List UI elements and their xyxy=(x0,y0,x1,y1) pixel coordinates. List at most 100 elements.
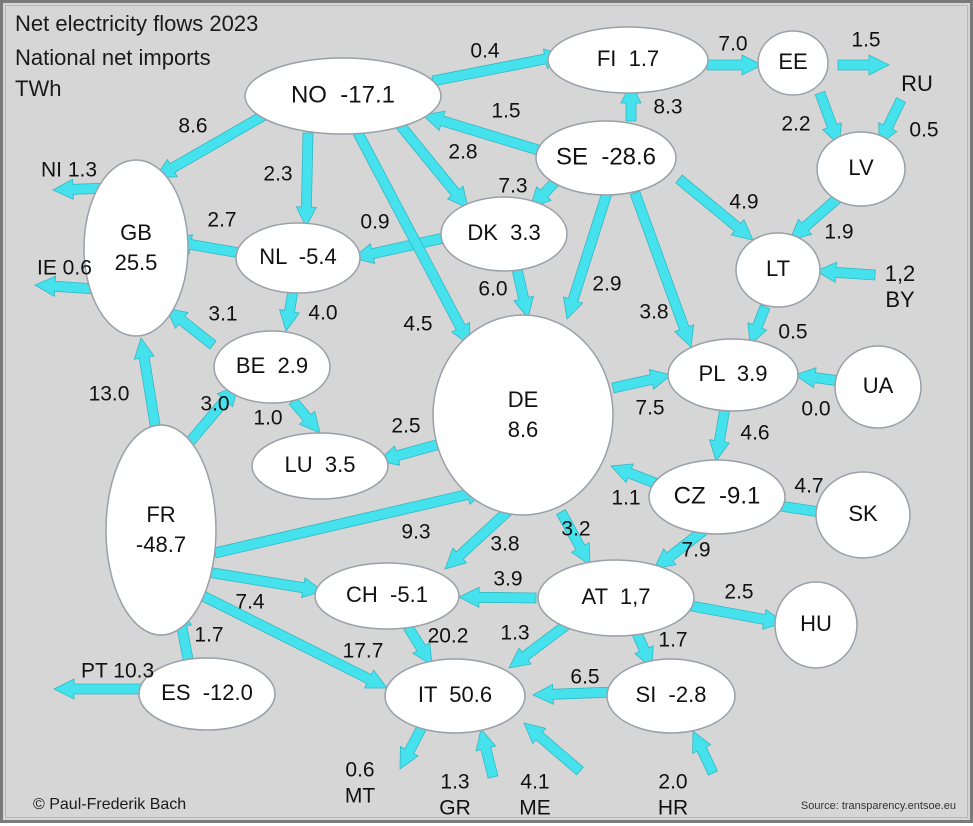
country-label-hu: HU xyxy=(800,611,832,636)
flow-value-lt-pl: 0.5 xyxy=(778,321,807,344)
country-label-lt: LT xyxy=(766,256,790,281)
external-label-ni: NI 1.3 xyxy=(41,159,97,182)
country-name-gb: GB xyxy=(120,220,152,245)
flow-arrow-pl-cz xyxy=(708,406,731,462)
country-node-se: SE -28.6 xyxy=(535,120,677,196)
flow-diagram: NO -17.1 FI 1.7 EE SE -28.6 LV GB 25.5 NL -5.4 D… xyxy=(34,26,939,820)
country-node-nl: NL -5.4 xyxy=(235,222,361,294)
flow-value-fr-ch: 7.4 xyxy=(235,591,265,614)
flow-value-fr-gb: 13.0 xyxy=(89,383,130,406)
flow-value-nl-be: 4.0 xyxy=(308,302,337,325)
external-label-ie: IE 0.6 xyxy=(37,257,92,280)
copyright-text: © Paul-Frederik Bach xyxy=(33,796,187,813)
country-node-no: NO -17.1 xyxy=(244,57,442,135)
source-text: Source: transparency.entsoe.eu xyxy=(800,800,956,812)
flow-value-cz-de: 1.1 xyxy=(611,487,640,510)
country-node-sk: SK xyxy=(815,471,911,559)
external-name-ru: RU xyxy=(901,71,933,96)
flow-arrow-at-hu xyxy=(684,599,785,630)
flow-value-no-dk: 2.8 xyxy=(448,141,477,164)
flow-arrow-fr-it xyxy=(192,586,388,689)
flow-value-be-gb: 3.1 xyxy=(208,303,237,326)
flow-arrow-gr-it xyxy=(475,728,499,779)
flow-value-fr-it: 17.7 xyxy=(343,640,384,663)
country-label-nl: NL -5.4 xyxy=(259,244,336,269)
country-node-dk: DK 3.3 xyxy=(440,196,568,272)
diagram-subtitle: National net imports xyxy=(15,45,211,70)
external-country-ie: IE 0.6 xyxy=(37,257,92,280)
external-label-pt: PT 10.3 xyxy=(81,660,154,683)
flow-value-pl-cz: 4.6 xyxy=(740,422,769,445)
country-label-be: BE 2.9 xyxy=(236,353,308,378)
external-value-me: 4.1 xyxy=(520,771,549,794)
flow-arrow-ee-lv xyxy=(814,90,842,146)
flow-value-se-no: 1.5 xyxy=(491,100,520,123)
flow-value-ee-ru: 1.5 xyxy=(851,29,880,52)
flow-arrow-fr-ch xyxy=(205,566,324,599)
labels-layer: 0.4 7.0 1.5 8.6 1.5 8.3 2.2 0.5 2.3 2.8 7.3 4.9 2.7 0… xyxy=(37,29,939,820)
flow-value-at-ch: 3.9 xyxy=(493,568,522,591)
flow-arrow-be-gb xyxy=(165,307,217,350)
external-country-gr: 1.3 GR xyxy=(439,771,471,820)
country-node-lu: LU 3.5 xyxy=(251,432,389,500)
country-node-cz: CZ -9.1 xyxy=(648,459,786,535)
flow-arrow-lv-lt xyxy=(789,193,842,241)
country-label-it: IT 50.6 xyxy=(418,682,492,707)
country-label-ee: EE xyxy=(778,49,807,74)
flow-value-de-pl: 7.5 xyxy=(635,397,664,420)
flow-value-no-de: 4.5 xyxy=(403,313,432,336)
flow-arrow-se-pl xyxy=(629,190,695,348)
country-label-lu: LU 3.5 xyxy=(285,452,356,477)
flow-value-fi-ee: 7.0 xyxy=(718,33,747,56)
flow-value-se-dk: 7.3 xyxy=(498,175,527,198)
external-country-ru: RU xyxy=(901,71,933,96)
flow-arrow-by-lt xyxy=(815,261,876,283)
country-node-lv: LV xyxy=(816,131,906,207)
country-node-ua: UA xyxy=(834,345,922,429)
flow-arrow-ru-lv xyxy=(878,97,907,146)
external-country-hr: 2.0 HR xyxy=(658,771,688,820)
flow-value-se-fi: 8.3 xyxy=(653,96,682,119)
diagram-title: Net electricity flows 2023 xyxy=(15,11,259,36)
external-country-by: 1,2BY xyxy=(885,261,916,312)
external-country-pt: PT 10.3 xyxy=(81,660,154,683)
flow-arrow-at-ch xyxy=(458,586,537,608)
country-node-ch: CH -5.1 xyxy=(314,562,460,630)
flow-arrow-se-lt xyxy=(675,174,754,241)
external-value-gr: 1.3 xyxy=(440,771,469,794)
flow-value-ee-lv: 2.2 xyxy=(781,113,810,136)
external-name-hr: HR xyxy=(658,797,688,820)
external-country-mt: 0.6 MT xyxy=(345,759,375,808)
external-name-me: ME xyxy=(519,797,551,820)
country-label-si: SI -2.8 xyxy=(636,682,707,707)
country-label-ch: CH -5.1 xyxy=(346,582,428,607)
flow-value-ch-it: 20.2 xyxy=(428,625,469,648)
flow-arrow-no-gb xyxy=(154,108,272,179)
external-value-hr: 2.0 xyxy=(658,771,687,794)
external-name-gr: GR xyxy=(439,797,471,820)
country-node-it: IT 50.6 xyxy=(384,658,526,734)
flow-arrow-dk-nl xyxy=(352,231,450,264)
flow-value-si-it: 6.5 xyxy=(570,666,599,689)
country-node-si: SI -2.8 xyxy=(606,658,736,734)
nodes-layer: NO -17.1 FI 1.7 EE SE -28.6 LV GB 25.5 NL -5.4 D… xyxy=(83,26,922,734)
flow-arrow-at-it xyxy=(508,618,573,669)
flow-arrow-cz-de xyxy=(610,463,658,489)
flow-value-no-nl: 2.3 xyxy=(263,163,292,186)
country-label-cz: CZ -9.1 xyxy=(674,482,761,509)
country-label-dk: DK 3.3 xyxy=(467,220,540,245)
flow-value-de-lu: 2.5 xyxy=(391,415,420,438)
flow-value-no-gb: 8.6 xyxy=(178,115,207,138)
flow-value-ua-pl: 0.0 xyxy=(801,398,830,421)
flow-value-at-it: 1.3 xyxy=(500,622,529,645)
flow-value-se-de: 2.9 xyxy=(592,273,621,296)
flow-value-cz-at: 7.9 xyxy=(681,539,710,562)
flow-value-nl-gb: 2.7 xyxy=(207,209,236,232)
flow-value-fr-be: 3.0 xyxy=(200,393,229,416)
flow-arrow-be-lu xyxy=(288,397,321,434)
country-node-at: AT 1,7 xyxy=(537,559,695,637)
flow-arrow-se-no xyxy=(422,110,551,159)
country-label-se: SE -28.6 xyxy=(556,143,656,170)
country-label-at: AT 1,7 xyxy=(582,584,651,609)
diagram-unit: TWh xyxy=(15,76,62,101)
